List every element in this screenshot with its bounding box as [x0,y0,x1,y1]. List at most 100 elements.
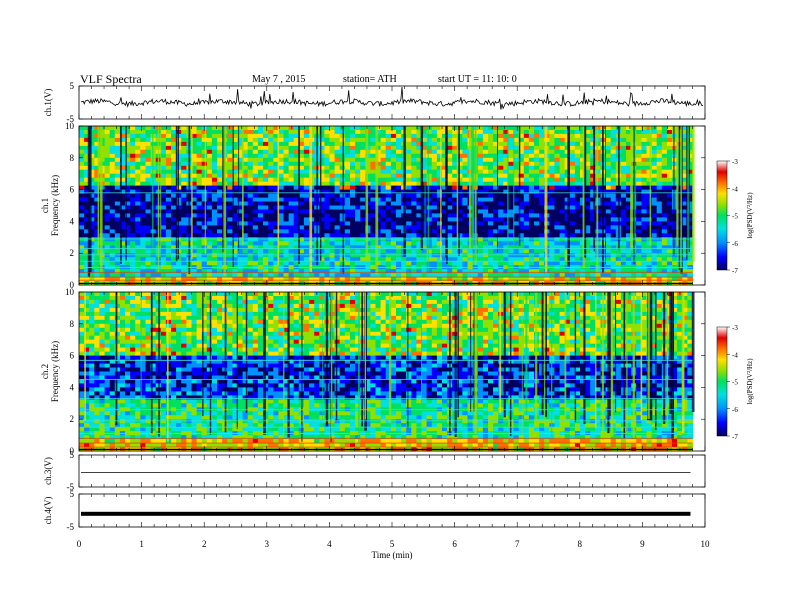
ch1-spectrogram-cell [636,237,642,242]
ch1-spectrogram-cell [406,185,412,191]
ch1-spectrogram-cell [554,225,560,230]
ch1-spectrogram-cell [79,225,85,230]
ch1-spectrogram-cell [145,137,152,143]
ch1-spectrogram-cell [503,157,509,163]
ch1-spectrogram-cell [549,217,555,222]
ch1-spectrogram-cell [365,261,371,266]
ch1-spectrogram-cell [119,185,126,191]
ch1-spectrogram-cell [104,245,111,250]
ch1-spectrogram-cell [498,201,504,206]
ch1-spectrogram-cell [590,229,596,234]
ch1-spectrogram-cell [201,241,208,246]
ch1-spectrogram-cell [247,233,254,238]
ch1-spectrogram-cell [324,165,330,171]
ch1-spectrogram-cell [89,169,95,175]
ch1-spectrogram-cell [130,161,136,167]
ch1-spectrogram-cell [447,273,453,278]
ch1-spectrogram-cell [390,133,397,139]
ch1-spectrogram-cell [646,153,653,159]
ch1-spectrogram-cell [324,185,330,191]
ch1-spectrogram-cell [574,173,581,179]
ch1-spectrogram-cell [528,185,535,191]
ch1-spectrogram-cell [620,253,627,258]
ch1-spectrogram-cell [324,189,330,195]
ch1-spectrogram-cell [656,181,663,187]
ch1-spectrogram-cell [493,241,499,246]
ch1-spectrogram-cell [442,225,448,230]
ch1-spectrogram-cell [201,181,208,187]
ch1-spectrogram-cell [442,169,448,175]
ch1-spectrogram-cell [493,205,499,210]
ch1-spectrogram-cell [672,193,678,199]
ch1-spectrogram-cell [252,177,259,183]
ch1-spectrogram-cell [442,253,448,258]
ch1-spectrogram-cell [610,126,617,131]
ch1-spectrogram-cell [201,249,208,254]
ch1-spectrogram-cell [237,185,244,191]
ch1-spectrogram-cell [268,225,274,230]
ch1-spectrogram-cell [406,141,412,147]
ch1-spectrogram-cell [513,253,520,258]
ch1-spectrogram-cell [171,197,177,203]
ch1-spectrogram-cell [350,165,356,171]
ch1-spectrogram-cell [273,153,279,159]
ch1-spectrogram-cell [447,201,453,206]
ch1-spectrogram-cell [283,241,290,246]
ch1-spectrogram-cell [467,249,474,254]
ch1-spectrogram-cell [605,145,612,151]
ch1-spectrogram-cell [636,277,642,282]
ch1-spectrogram-cell [682,229,688,234]
ch1-spectrogram-cell [130,149,136,155]
ch1-spectrogram-cell [201,221,208,226]
ch1-spectrogram-cell [283,249,290,254]
ch1-spectrogram-cell [283,173,290,179]
ch1-spectrogram-cell [114,249,121,254]
ch1-spectrogram-cell [206,217,213,222]
ch1-spectrogram-cell [569,161,576,167]
ch1-spectrogram-cell [431,141,438,147]
ch1-spectrogram-cell [257,165,264,171]
ch1-spectrogram-cell [94,225,100,230]
ch1-spectrogram-cell [385,185,392,191]
ch1-spectrogram-cell [375,137,382,143]
ch1-spectrogram-cell [181,245,187,250]
ch1-spectrogram-cell [114,126,121,131]
ch1-spectrogram-cell [549,269,555,274]
ch1-spectrogram-cell [119,130,126,135]
ch1-spectrogram-cell [411,141,417,147]
ch1-spectrogram-cell [324,225,330,230]
ch1-spectrogram-cell [426,177,433,183]
ch1-spectrogram-cell [682,137,688,143]
ch1-spectrogram-cell [385,261,392,266]
ch1-spectrogram-cell [636,169,642,175]
ch1-spectrogram-cell [135,253,141,258]
ch1-spectrogram-cell [350,213,356,218]
ch1-spectrogram-cell [442,130,448,135]
ch1-spectrogram-cell [549,137,555,143]
ch1-spectrogram-cell [672,209,678,214]
ch1-spectrogram-cell [227,149,233,155]
ch1-spectrogram-cell [559,225,566,230]
ch1-spectrogram-cell [232,193,238,199]
ch1-spectrogram-cell [477,149,484,155]
ch1-spectrogram-cell [191,149,198,155]
ch1-spectrogram-cell [257,237,264,242]
ch1-spectrogram-cell [119,221,126,226]
ch1-spectrogram-cell [237,181,244,187]
ch1-spectrogram-cell [232,141,238,147]
ch1-spectrogram-cell [559,177,566,183]
ch1-spectrogram-cell [237,237,244,242]
ch1-spectrogram-cell [89,213,95,218]
ch1-spectrogram-cell [278,209,284,214]
ch1-spectrogram-cell [447,141,453,147]
ch1-spectrogram-cell [656,130,663,135]
ch1-spectrogram-cell [503,145,509,151]
ch1-spectrogram-cell [247,165,254,171]
ch1-spectrogram-cell [406,145,412,151]
ch1-spectrogram-cell [232,253,238,258]
ch1-spectrogram-cell [569,185,576,191]
ch1-spectrogram-cell [539,130,545,135]
ch1-spectrogram-cell [119,273,126,278]
ch1-spectrogram-cell [288,221,295,226]
ch1-spectrogram-cell [518,233,525,238]
